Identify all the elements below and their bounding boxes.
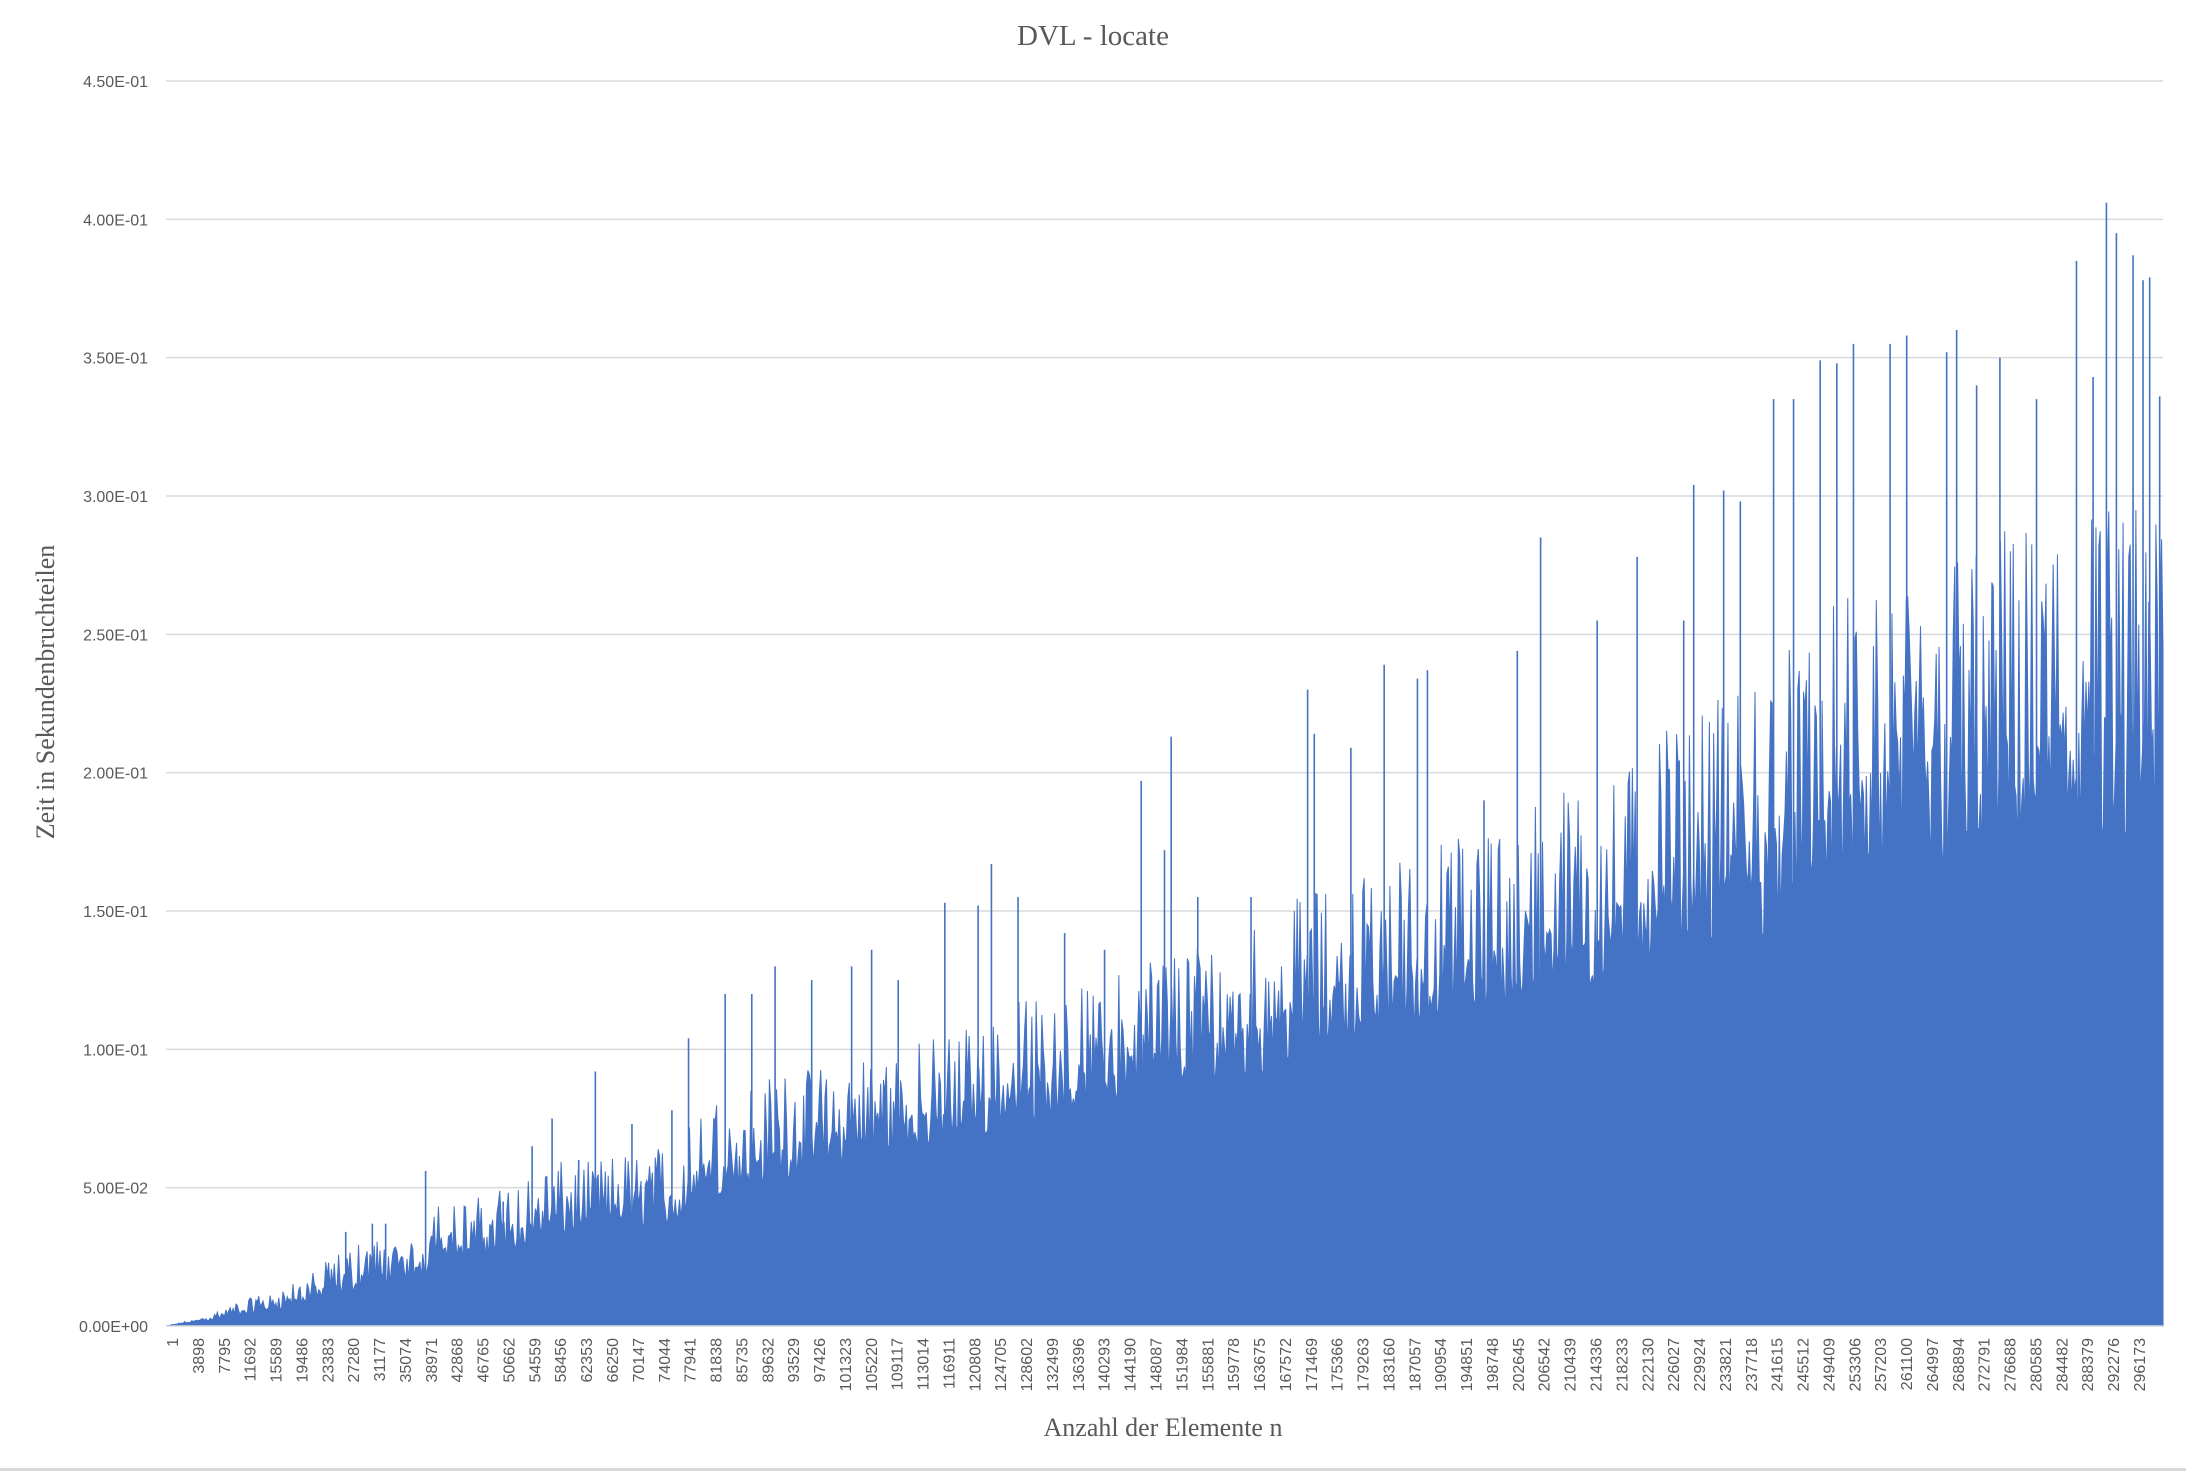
x-tick-label: 27280: [346, 1338, 363, 1383]
x-tick-label: 62353: [579, 1338, 596, 1383]
x-tick-label: 7795: [217, 1338, 234, 1374]
x-tick-label: 97426: [812, 1338, 829, 1383]
x-tick-label: 218233: [1614, 1338, 1631, 1391]
x-tick-label: 85735: [734, 1338, 751, 1383]
x-tick-label: 229924: [1692, 1338, 1709, 1391]
gridlines: [166, 80, 2163, 1189]
x-tick-label: 198748: [1485, 1338, 1502, 1391]
x-tick-label: 46765: [476, 1338, 493, 1383]
x-tick-label: 148087: [1149, 1338, 1166, 1391]
x-tick-label: 116911: [941, 1338, 958, 1389]
x-tick-label: 268894: [1951, 1338, 1968, 1391]
x-tick-label: 128602: [1019, 1338, 1036, 1391]
x-tick-label: 19486: [294, 1338, 311, 1383]
x-tick-label: 11692: [243, 1338, 260, 1381]
x-tick-label: 237718: [1744, 1338, 1761, 1391]
y-tick-label: 1.00E-01: [83, 1042, 148, 1059]
x-tick-label: 136396: [1071, 1338, 1088, 1391]
x-tick-label: 1: [165, 1338, 182, 1347]
x-tick-label: 284482: [2054, 1338, 2071, 1391]
x-tick-label: 109117: [890, 1338, 907, 1390]
y-tick-label: 5.00E-02: [83, 1181, 148, 1198]
x-tick-label: 214336: [1588, 1338, 1605, 1391]
x-tick-label: 89632: [760, 1338, 777, 1383]
x-tick-label: 120808: [967, 1338, 984, 1391]
x-tick-label: 113014: [916, 1338, 933, 1390]
series-layer: [165, 202, 2164, 1327]
x-tick-label: 105220: [864, 1338, 881, 1391]
y-tick-label: 2.00E-01: [83, 766, 148, 783]
x-tick-label: 70147: [631, 1338, 648, 1383]
x-tick-label: 93529: [786, 1338, 803, 1383]
x-tick-label: 261100: [1899, 1338, 1916, 1390]
y-tick-label: 4.50E-01: [83, 74, 148, 91]
bottom-border: [0, 1468, 2186, 1471]
x-tick-label: 179263: [1356, 1338, 1373, 1391]
series-base-fill: [166, 861, 2163, 1326]
x-tick-label: 175366: [1330, 1338, 1347, 1391]
x-tick-label: 132499: [1045, 1338, 1062, 1391]
y-tick-label: 3.00E-01: [83, 489, 148, 506]
x-tick-label: 124705: [993, 1338, 1010, 1391]
x-tick-label: 190954: [1433, 1338, 1450, 1391]
x-tick-label: 296173: [2132, 1338, 2149, 1391]
y-tick-label: 4.00E-01: [83, 212, 148, 229]
x-tick-label: 187057: [1407, 1338, 1424, 1391]
x-tick-label: 3898: [191, 1338, 208, 1374]
y-tick-label: 2.50E-01: [83, 627, 148, 644]
x-tick-label: 155881: [1200, 1338, 1217, 1391]
x-tick-label: 226027: [1666, 1338, 1683, 1391]
x-tick-label: 292276: [2106, 1338, 2123, 1391]
x-tick-label: 233821: [1718, 1338, 1735, 1391]
x-tick-label: 38971: [424, 1338, 441, 1383]
x-tick-label: 101323: [838, 1338, 855, 1391]
y-axis-ticks: 0.00E+00 5.00E-02 1.00E-01 1.50E-01 2.00E-01…: [79, 74, 148, 1336]
x-tick-label: 288379: [2080, 1338, 2097, 1391]
x-tick-label: 276688: [2003, 1338, 2020, 1391]
y-axis-label: Zeit in Sekundenbruchteilen: [31, 545, 60, 840]
x-tick-label: 74044: [657, 1338, 674, 1383]
y-tick-label: 0.00E+00: [79, 1319, 148, 1336]
x-tick-label: 77941: [683, 1338, 700, 1383]
x-tick-label: 167572: [1278, 1338, 1295, 1391]
x-tick-label: 42868: [450, 1338, 467, 1383]
x-tick-label: 15589: [269, 1338, 286, 1383]
chart-title: DVL - locate: [1017, 20, 1169, 52]
x-tick-label: 194851: [1459, 1338, 1476, 1391]
x-tick-label: 23383: [320, 1338, 337, 1383]
x-tick-label: 249409: [1821, 1338, 1838, 1391]
x-tick-label: 202645: [1511, 1338, 1528, 1391]
x-tick-label: 151984: [1174, 1338, 1191, 1391]
x-tick-label: 171469: [1304, 1338, 1321, 1391]
y-tick-label: 3.50E-01: [83, 351, 148, 368]
x-tick-label: 222130: [1640, 1338, 1657, 1391]
x-axis-label: Anzahl der Elemente n: [1044, 1413, 1283, 1442]
x-tick-label: 210439: [1563, 1338, 1580, 1391]
x-tick-label: 159778: [1226, 1338, 1243, 1391]
x-tick-label: 257203: [1873, 1338, 1890, 1391]
x-tick-label: 272791: [1977, 1338, 1994, 1391]
x-tick-label: 140293: [1097, 1338, 1114, 1391]
x-tick-label: 264997: [1925, 1338, 1942, 1391]
y-tick-label: 1.50E-01: [83, 904, 148, 921]
x-tick-label: 183160: [1381, 1338, 1398, 1391]
x-tick-label: 58456: [553, 1338, 570, 1383]
x-tick-label: 245512: [1796, 1338, 1813, 1391]
x-tick-label: 35074: [398, 1338, 415, 1383]
x-tick-label: 253306: [1847, 1338, 1864, 1391]
x-tick-label: 66250: [605, 1338, 622, 1383]
x-tick-label: 163675: [1252, 1338, 1269, 1391]
x-tick-label: 81838: [709, 1338, 726, 1383]
x-tick-label: 206542: [1537, 1338, 1554, 1391]
x-tick-label: 241615: [1770, 1338, 1787, 1391]
x-tick-label: 144190: [1123, 1338, 1140, 1391]
x-axis-ticks: 1 3898 7795 11692 15589 19486 23383 27280 31177 3…: [165, 1338, 2149, 1391]
x-tick-label: 50662: [501, 1338, 518, 1383]
x-tick-label: 54559: [527, 1338, 544, 1383]
x-tick-label: 31177: [372, 1338, 389, 1381]
x-tick-label: 280585: [2028, 1338, 2045, 1391]
